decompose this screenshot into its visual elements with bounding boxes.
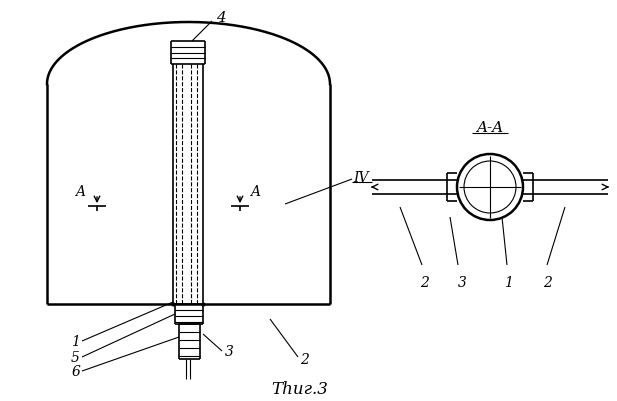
Text: 1: 1 [503,275,513,289]
Text: A-A: A-A [476,121,503,135]
Text: 1: 1 [71,334,80,348]
Text: 2: 2 [300,352,309,366]
Text: 5: 5 [71,350,80,364]
Text: 6: 6 [71,364,80,378]
Text: IV: IV [353,170,368,184]
Text: 4: 4 [216,11,226,25]
Text: 2: 2 [421,275,429,289]
Text: 2: 2 [544,275,552,289]
Text: Τһиг.3: Τһиг.3 [271,381,328,397]
Text: 3: 3 [458,275,466,289]
Text: A: A [250,184,260,198]
Text: A: A [75,184,85,198]
Text: 3: 3 [225,344,234,358]
